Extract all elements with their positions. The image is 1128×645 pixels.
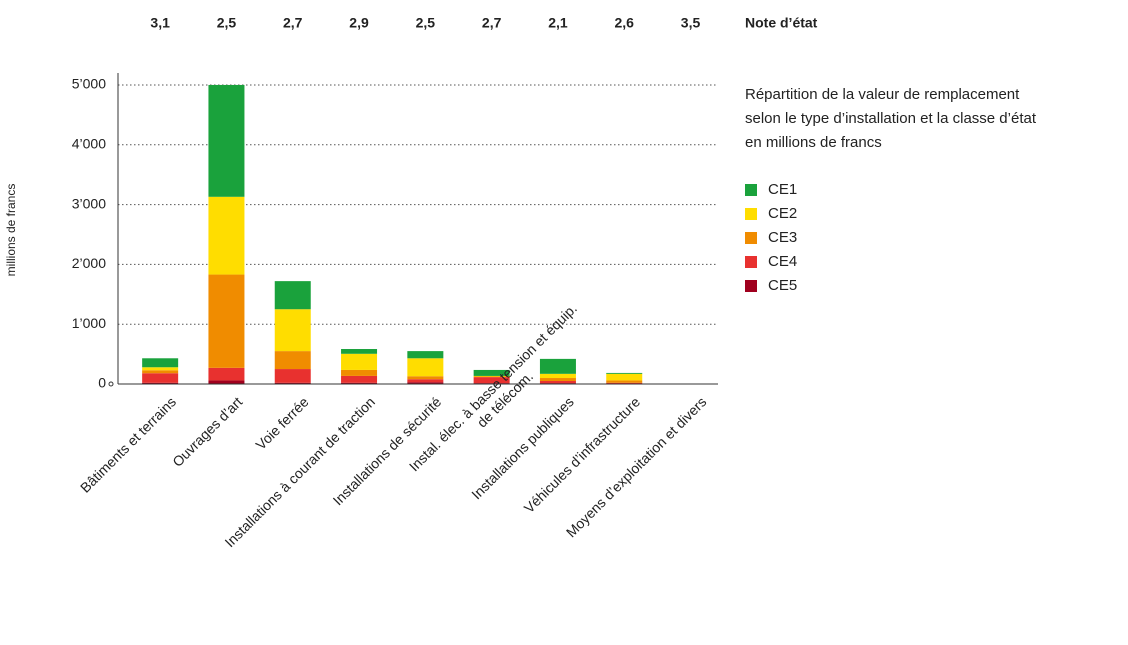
x-tick-label: Véhicules d’infrastructure (521, 393, 644, 516)
bar-segment (539, 381, 576, 384)
y-tick-label: 5’000 (72, 76, 106, 92)
bar-segment (274, 309, 311, 352)
legend-swatch (745, 208, 757, 220)
note-value: 2,5 (217, 15, 237, 31)
x-tick-label-line: Ouvrages d’art (169, 393, 245, 469)
bar-segment (208, 380, 245, 384)
bar-segment (142, 358, 179, 368)
y-tick-label: 2’000 (72, 255, 106, 271)
note-value: 2,7 (283, 15, 303, 31)
bar-segment (407, 376, 444, 380)
bar-segment (341, 349, 378, 354)
bar-segment (539, 358, 576, 374)
note-value: 3,5 (681, 15, 701, 31)
bar-segment (606, 372, 643, 374)
legend-swatch (745, 184, 757, 196)
zero-tick (108, 381, 114, 387)
legend-label: CE3 (768, 229, 797, 246)
x-tick-label-line: Moyens d’exploitation et divers (563, 393, 710, 540)
bar-segment (274, 369, 311, 383)
bar-segment (407, 358, 444, 377)
x-tick-label-line: Bâtiments et terrains (77, 393, 179, 495)
legend-label: CE2 (768, 205, 797, 222)
bar-segment (606, 382, 643, 384)
bar-segment (341, 369, 378, 376)
notes-title: Note d’état (745, 15, 818, 31)
legend-swatch (745, 232, 757, 244)
note-value: 2,7 (482, 15, 502, 31)
bar-segment (473, 375, 510, 377)
bar-segment (142, 373, 179, 383)
legend-label: CE1 (768, 181, 797, 198)
bar-segment (208, 274, 245, 368)
x-tick-label: Voie ferrée (252, 393, 311, 452)
legend-label: CE4 (768, 253, 797, 270)
bar-segment (473, 369, 510, 376)
legend-title: en millions de francs (745, 134, 882, 151)
bar-segment (142, 367, 179, 371)
bar-segment (208, 196, 245, 275)
legend-swatch (745, 256, 757, 268)
note-value: 2,6 (615, 15, 635, 31)
bar-segment (473, 377, 510, 384)
bar-segment (274, 382, 311, 384)
bar-segment (341, 353, 378, 370)
y-tick-label: 3’000 (72, 195, 106, 211)
x-tick-label-line: Instal. élec. à basse tension et équip. (406, 300, 580, 474)
y-axis-label: millions de francs (4, 184, 18, 277)
bar-segment (539, 378, 576, 382)
note-value: 2,5 (416, 15, 436, 31)
legend-label: CE5 (768, 277, 797, 294)
y-tick-label: 1’000 (72, 315, 106, 331)
bar-segment (274, 281, 311, 310)
y-tick-label: 0 (98, 375, 106, 391)
note-value: 3,1 (150, 15, 170, 31)
x-tick-label-line: Véhicules d’infrastructure (521, 393, 644, 516)
bar-segment (142, 370, 179, 374)
bar-segment (407, 379, 444, 383)
bar-segment (473, 376, 510, 378)
bar-segment (539, 373, 576, 379)
x-tick-label-line: Voie ferrée (252, 393, 311, 452)
x-tick-label: Instal. élec. à basse tension et équip.d… (406, 300, 592, 486)
bar-segment (341, 375, 378, 383)
bar-segment (341, 382, 378, 384)
x-tick-label: Ouvrages d’art (169, 393, 245, 469)
bar-segment (606, 373, 643, 381)
note-value: 2,1 (548, 15, 568, 31)
legend-swatch (745, 280, 757, 292)
x-tick-label: Moyens d’exploitation et divers (563, 393, 710, 540)
bar-segment (208, 84, 245, 197)
x-tick-label: Bâtiments et terrains (77, 393, 179, 495)
bar-segment (407, 382, 444, 384)
bar-segment (142, 382, 179, 384)
note-value: 2,9 (349, 15, 369, 31)
legend-title: selon le type d’installation et la class… (745, 110, 1037, 127)
legend-title: Répartition de la valeur de remplacement (745, 86, 1020, 103)
y-tick-label: 4’000 (72, 135, 106, 151)
bar-segment (208, 367, 245, 381)
bar-segment (274, 351, 311, 370)
bar-segment (407, 351, 444, 359)
bar-segment (606, 380, 643, 383)
